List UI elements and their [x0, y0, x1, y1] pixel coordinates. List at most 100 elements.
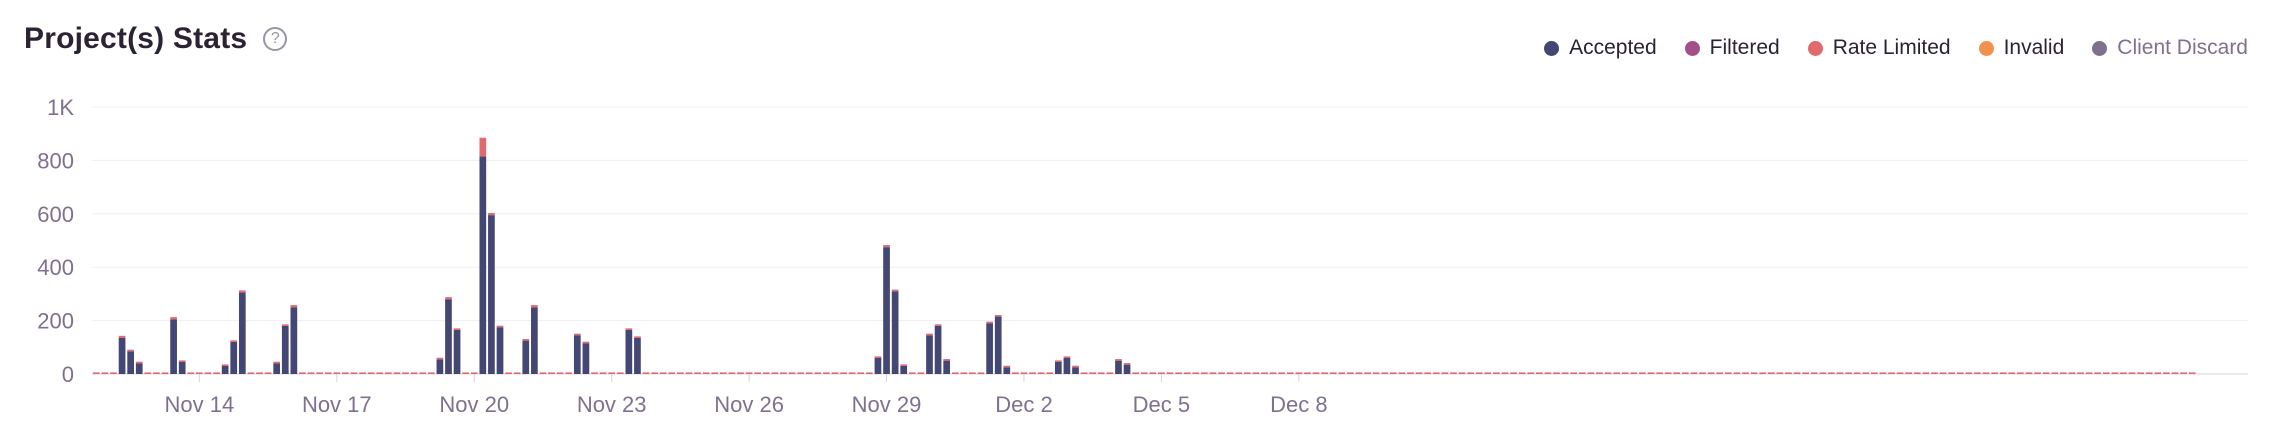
bar-rate-limited — [187, 372, 195, 374]
bar-rate-limited — [2120, 372, 2127, 374]
bar-rate-limited — [393, 372, 401, 374]
legend-item-invalid[interactable]: Invalid — [1978, 36, 2064, 60]
bar-rate-limited — [1441, 372, 1449, 374]
bar-rate-limited — [1656, 372, 1663, 374]
bar-rate-limited — [848, 372, 856, 374]
bar-rate-limited — [384, 372, 392, 374]
bar-rate-limited — [204, 372, 212, 374]
y-tick-label: 1K — [47, 95, 74, 120]
bar-accepted — [118, 337, 126, 374]
bar-rate-limited — [127, 349, 135, 352]
page-title: Project(s) Stats — [24, 22, 248, 55]
bar-rate-limited — [1450, 372, 1457, 374]
bar-rate-limited — [651, 372, 658, 374]
bar-rate-limited — [556, 372, 564, 374]
bar-rate-limited — [2077, 372, 2084, 374]
bar-rate-limited — [1398, 372, 1406, 374]
bar-rate-limited — [453, 328, 461, 330]
bar-rate-limited — [986, 321, 993, 324]
bar-rate-limited — [1699, 372, 1706, 374]
x-tick-label: Nov 29 — [852, 392, 922, 417]
bar-rate-limited — [196, 372, 203, 374]
bar-rate-limited — [2042, 372, 2050, 374]
bar-rate-limited — [170, 317, 177, 320]
bar-rate-limited — [2051, 372, 2059, 374]
bar-accepted — [1115, 360, 1122, 374]
bar-rate-limited — [1432, 372, 1440, 374]
legend-item-client-discard[interactable]: Client Discard — [2092, 36, 2248, 60]
bar-rate-limited — [1295, 372, 1303, 374]
bar-rate-limited — [221, 364, 229, 366]
legend-item-rate-limited[interactable]: Rate Limited — [1807, 36, 1951, 60]
bar-rate-limited — [625, 328, 633, 330]
bar-rate-limited — [1192, 372, 1200, 374]
bar-rate-limited — [2188, 372, 2196, 374]
bar-rate-limited — [762, 372, 770, 374]
bar-rate-limited — [1896, 372, 1904, 374]
y-tick-label: 0 — [62, 362, 74, 387]
question-circle-icon[interactable]: ? — [263, 27, 288, 51]
bar-rate-limited — [144, 372, 152, 374]
bar-accepted — [625, 329, 633, 374]
bar-rate-limited — [565, 372, 573, 374]
bar-rate-limited — [2008, 372, 2016, 374]
bar-rate-limited — [299, 372, 306, 374]
bar-accepted — [1003, 367, 1011, 374]
bar-rate-limited — [2068, 372, 2076, 374]
bar-rate-limited — [1802, 372, 1809, 374]
bar-rate-limited — [1037, 372, 1045, 374]
bar-rate-limited — [1475, 372, 1483, 374]
bar-rate-limited — [591, 372, 598, 374]
bar-rate-limited — [1716, 372, 1724, 374]
bar-rate-limited — [307, 372, 315, 374]
bar-rate-limited — [513, 372, 521, 374]
bar-rate-limited — [1819, 372, 1827, 374]
bar-accepted — [1063, 357, 1071, 374]
bar-rate-limited — [1166, 372, 1174, 374]
bar-rate-limited — [376, 372, 384, 374]
x-tick-label: Nov 14 — [165, 392, 235, 417]
bar-accepted — [453, 329, 461, 374]
bar-accepted — [135, 363, 143, 374]
bar-rate-limited — [1724, 372, 1732, 374]
legend-item-accepted[interactable]: Accepted — [1544, 36, 1657, 60]
bar-rate-limited — [805, 372, 813, 374]
bar-rate-limited — [324, 372, 332, 374]
bar-rate-limited — [1613, 372, 1621, 374]
bar-rate-limited — [634, 336, 641, 338]
bar-accepted — [496, 327, 504, 374]
bar-rate-limited — [1999, 372, 2007, 374]
bar-rate-limited — [874, 356, 882, 358]
bar-rate-limited — [1080, 372, 1088, 374]
bar-rate-limited — [1226, 372, 1234, 374]
bar-rate-limited — [1140, 372, 1148, 374]
bar-rate-limited — [230, 340, 238, 342]
bar-rate-limited — [685, 372, 693, 374]
bar-rate-limited — [934, 324, 942, 326]
bar-accepted — [170, 319, 177, 374]
bar-accepted — [238, 292, 246, 374]
bar-rate-limited — [470, 372, 478, 374]
bar-rate-limited — [1132, 372, 1139, 374]
legend-item-filtered[interactable]: Filtered — [1684, 36, 1780, 60]
bar-rate-limited — [539, 372, 547, 374]
bar-accepted — [178, 361, 186, 374]
bar-rate-limited — [1913, 372, 1921, 374]
bar-rate-limited — [110, 372, 117, 374]
bar-rate-limited — [994, 314, 1002, 317]
legend-label: Filtered — [1709, 36, 1780, 59]
bar-rate-limited — [213, 372, 220, 374]
bar-rate-limited — [780, 372, 787, 374]
bar-rate-limited — [1175, 372, 1182, 374]
bar-rate-limited — [1304, 372, 1311, 374]
bar-rate-limited — [960, 372, 968, 374]
bar-rate-limited — [1853, 372, 1861, 374]
bar-rate-limited — [737, 372, 744, 374]
bar-rate-limited — [1243, 372, 1251, 374]
bar-rate-limited — [969, 372, 976, 374]
x-tick-label: Dec 8 — [1270, 392, 1327, 417]
bar-rate-limited — [1347, 372, 1354, 374]
bar-rate-limited — [1072, 365, 1079, 368]
bar-rate-limited — [402, 372, 409, 374]
